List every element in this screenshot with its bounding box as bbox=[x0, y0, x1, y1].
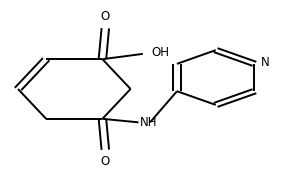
Text: NH: NH bbox=[140, 116, 157, 129]
Text: N: N bbox=[261, 56, 269, 69]
Text: OH: OH bbox=[151, 46, 169, 59]
Text: O: O bbox=[101, 155, 110, 168]
Text: O: O bbox=[101, 10, 110, 23]
